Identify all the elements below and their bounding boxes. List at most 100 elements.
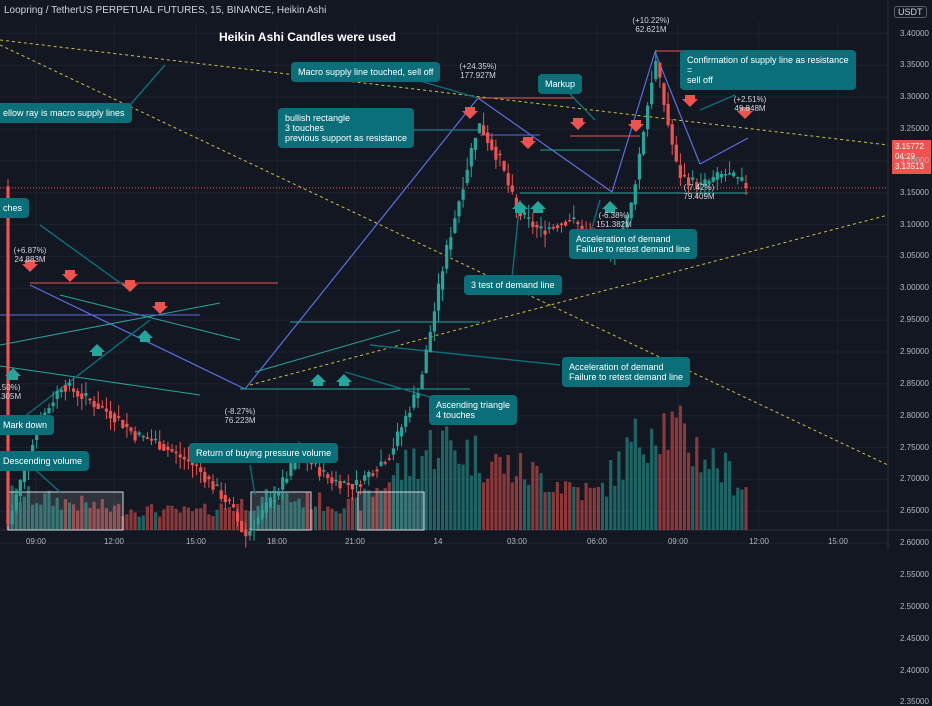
demand-ray [249,214,889,386]
candle [207,476,211,480]
note-macro-supply[interactable]: Macro supply line touched, sell off [291,62,441,82]
candle [441,271,445,290]
buy-arrow-icon [89,344,105,356]
volume-bar [31,504,35,530]
price-tick-label: 3.20000 [900,155,929,165]
note-ascending-triangle[interactable]: Ascending triangle 4 touches [429,395,518,425]
candle [469,148,473,167]
volume-bar [666,449,670,530]
candle [465,169,469,184]
volume-bar [596,486,600,530]
note-connector [39,224,131,291]
volume-bar [100,499,104,530]
candle [625,215,629,228]
volume-bar [367,490,371,530]
candle [408,412,412,418]
note-touches[interactable]: ches [0,198,30,218]
note-markup[interactable]: Markup [538,74,583,94]
note-yellow-ray[interactable]: ellow ray is macro supply lines [0,103,132,123]
volume-bar [203,503,207,530]
candle [641,131,646,155]
candle [6,186,10,525]
candle [154,438,158,441]
candle [576,221,580,225]
candle [346,483,350,485]
volume-bar [371,496,375,530]
candle [457,201,461,217]
candle [211,481,215,490]
volume-bar [408,476,412,530]
volume-bar [605,496,609,530]
candle [662,83,666,105]
note-accel-demand-top[interactable]: Acceleration of demand Failure to retest… [569,229,698,259]
volume-bar [658,453,662,530]
volume-bar [744,487,748,530]
note-confirmation[interactable]: Confirmation of supply line as resistanc… [680,50,856,90]
pattern-label: (+6.87%) 24.883M [14,246,47,264]
volume-bar [576,487,580,530]
pattern-label: (-7.42%) 79.409M [683,183,714,201]
candle [80,393,84,399]
candle [108,411,113,419]
price-tick-label: 3.25000 [900,124,929,134]
note-bullish-rectangle[interactable]: bullish rectangle 3 touches previous sup… [278,108,415,148]
note-text: Ascending triangle [436,400,511,410]
candle [145,437,149,440]
volume-bar [687,452,691,530]
volume-bar [47,490,51,530]
candle [215,484,219,487]
volume-bar [55,497,59,530]
volume-bar [469,475,473,530]
note-connector [699,94,736,111]
note-accel-demand-mid[interactable]: Acceleration of demand Failure to retest… [562,357,691,387]
volume-bar [117,503,121,530]
candle [691,177,695,180]
volume-bar [445,426,449,530]
volume-bar [523,479,527,530]
note-text: ches [3,203,23,213]
price-tick-label: 2.80000 [900,410,929,420]
volume-bar [248,511,252,530]
candle [502,160,506,171]
volume-bar [182,506,186,530]
volume-bar [449,440,453,530]
volume-bar [494,453,498,530]
candle [543,230,547,235]
candle [236,512,240,522]
note-text: Macro supply line touched, sell off [298,67,434,77]
note-text: Mark down [3,420,48,430]
volume-bar [490,461,494,530]
signal-arrows [5,95,753,386]
candle [133,431,137,441]
time-tick-label: 09:00 [25,537,47,546]
candle [559,223,564,226]
currency-selector[interactable]: USDT [894,6,927,18]
volume-bar [195,508,199,530]
volume-bar [129,509,133,530]
candle [18,480,22,497]
volume-bar [154,512,158,530]
pattern-vol: 24.883M [14,255,46,264]
volume-bar [592,487,596,530]
note-text: 3 test of demand line [471,280,555,290]
volume-bar [137,516,141,530]
candle [219,490,223,500]
candle [223,494,227,503]
note-test-demand[interactable]: 3 test of demand line [464,275,562,295]
candle [719,173,723,178]
candle [391,448,395,455]
pattern-vol: 79.409M [683,192,715,201]
note-mark-down[interactable]: Mark down [0,415,55,435]
volume-bar [92,501,96,530]
candle [740,177,744,181]
note-return-volume[interactable]: Return of buying pressure volume [189,443,339,463]
candle [63,385,67,392]
candle [539,226,543,229]
volume-bar [584,482,588,530]
candle [707,180,711,184]
volume-bar [215,509,219,530]
volume-bar [59,509,63,530]
volume-bar [498,456,502,530]
pattern-pct: .50%) [0,383,21,392]
note-descending-volume[interactable]: Descending volume [0,451,90,471]
